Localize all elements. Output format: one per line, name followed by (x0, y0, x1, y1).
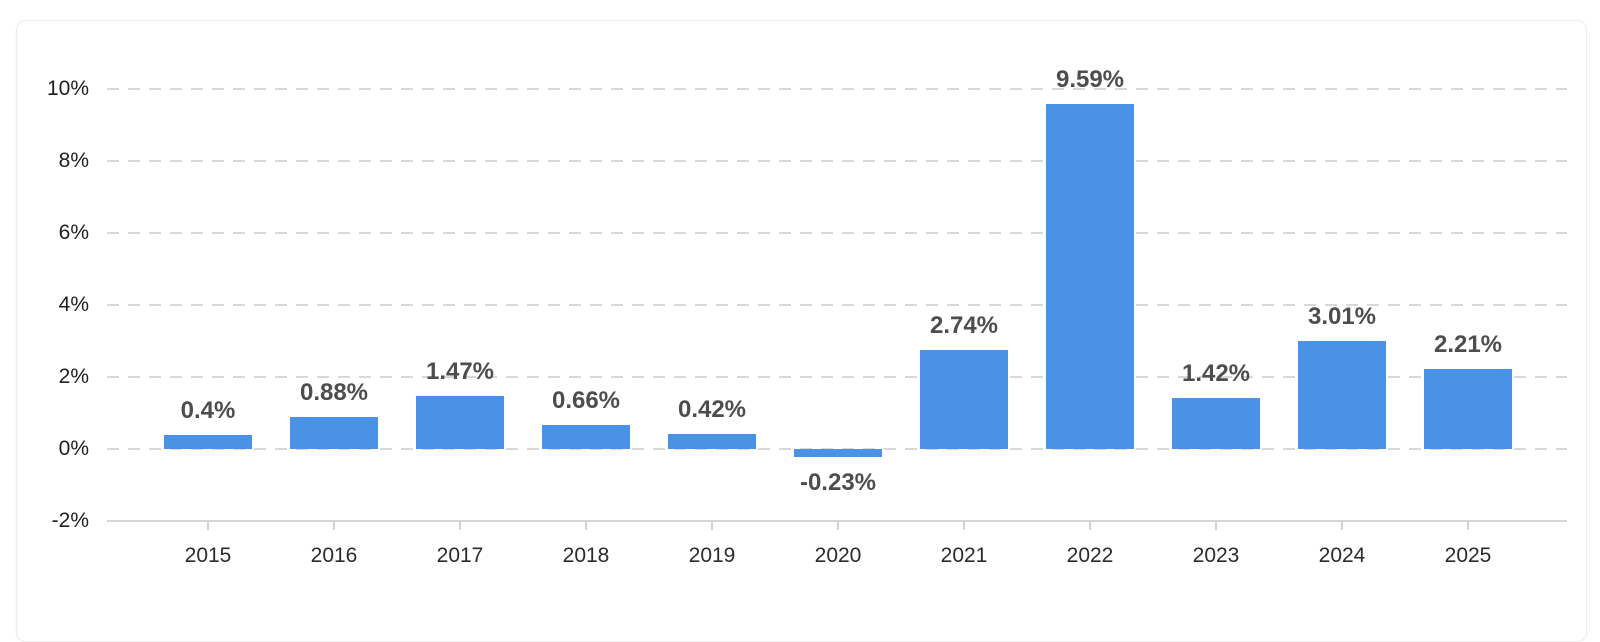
y-tick-label: 0% (58, 437, 89, 460)
bar-value-label-2017: 1.47% (425, 358, 495, 386)
gridline (107, 304, 1567, 306)
bar-2017[interactable] (416, 396, 504, 449)
x-tick-label-2025: 2025 (1444, 544, 1492, 567)
x-axis-tick (1089, 521, 1091, 530)
y-tick-label: 4% (58, 293, 89, 316)
x-axis-tick (1341, 521, 1343, 530)
bar-2023[interactable] (1172, 397, 1260, 449)
bar-2024[interactable] (1298, 340, 1386, 449)
gridline (107, 88, 1567, 90)
bar-2025[interactable] (1424, 369, 1512, 449)
y-tick-label: 8% (58, 149, 89, 172)
x-axis-tick (1467, 521, 1469, 530)
y-tick-label: -2% (51, 509, 89, 532)
x-axis-tick (333, 521, 335, 530)
bar-2016[interactable] (290, 417, 378, 449)
x-tick-label-2015: 2015 (184, 544, 232, 567)
bar-chart: -2% 0% 2% 4% 6% 8% 10% 0.4% 2015 0.88% 2016 1.47% 20… (17, 21, 1586, 641)
y-tick-label: 10% (46, 77, 89, 100)
bar-value-label-2022: 9.59% (1055, 65, 1125, 93)
x-tick-label-2024: 2024 (1318, 544, 1366, 567)
x-tick-label-2023: 2023 (1192, 544, 1240, 567)
gridline (107, 232, 1567, 234)
x-tick-label-2022: 2022 (1066, 544, 1114, 567)
bar-value-label-2016: 0.88% (299, 379, 369, 407)
y-tick-label: 2% (58, 365, 89, 388)
x-axis-tick (963, 521, 965, 530)
gridline (107, 376, 1567, 378)
x-tick-label-2021: 2021 (940, 544, 988, 567)
y-tick-label: 6% (58, 221, 89, 244)
bar-value-label-2025: 2.21% (1433, 331, 1503, 359)
bar-2019[interactable] (668, 433, 756, 449)
chart-card: -2% 0% 2% 4% 6% 8% 10% 0.4% 2015 0.88% 2016 1.47% 20… (16, 20, 1587, 642)
bar-2020[interactable] (794, 449, 882, 458)
bar-value-label-2019: 0.42% (677, 395, 747, 423)
bar-2022[interactable] (1046, 103, 1134, 449)
x-tick-label-2018: 2018 (562, 544, 610, 567)
x-axis-tick (1215, 521, 1217, 530)
x-axis-tick (837, 521, 839, 530)
bar-value-label-2023: 1.42% (1181, 359, 1251, 387)
bar-2021[interactable] (920, 350, 1008, 449)
bar-value-label-2021: 2.74% (929, 312, 999, 340)
x-tick-label-2016: 2016 (310, 544, 358, 567)
x-axis-tick (585, 521, 587, 530)
bar-value-label-2020: -0.23% (799, 469, 877, 497)
x-tick-label-2017: 2017 (436, 544, 484, 567)
bar-value-label-2018: 0.66% (551, 387, 621, 415)
bar-value-label-2015: 0.4% (180, 396, 236, 424)
bar-2018[interactable] (542, 425, 630, 449)
x-axis-tick (207, 521, 209, 530)
bar-2015[interactable] (164, 434, 252, 449)
x-axis-tick (459, 521, 461, 530)
x-axis-tick (711, 521, 713, 530)
bar-value-label-2024: 3.01% (1307, 302, 1377, 330)
gridline (107, 160, 1567, 162)
x-tick-label-2019: 2019 (688, 544, 736, 567)
x-tick-label-2020: 2020 (814, 544, 862, 567)
